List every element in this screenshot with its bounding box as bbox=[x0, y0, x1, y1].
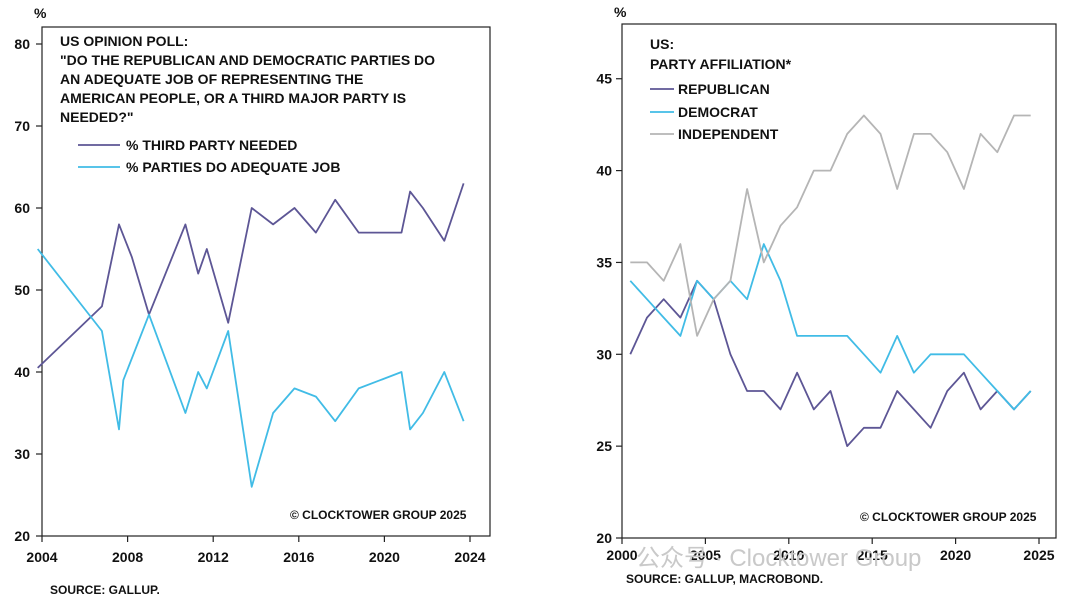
left-y-tick-label-80: 80 bbox=[14, 36, 30, 52]
left-x-tick-label-2008: 2008 bbox=[112, 549, 143, 565]
left-title-line-3: AN ADEQUATE JOB OF REPRESENTING THE bbox=[60, 71, 363, 87]
legend-label-independent: INDEPENDENT bbox=[678, 126, 779, 142]
left-y-tick-label-40: 40 bbox=[14, 364, 30, 380]
right-y-tick-label-40: 40 bbox=[596, 163, 612, 179]
right-x-tick-label-2015: 2015 bbox=[857, 547, 888, 563]
left-series-line-parties-do-adequate-job bbox=[36, 248, 465, 488]
left-series-line-third-party-needed bbox=[37, 183, 465, 369]
right-title: US: PARTY AFFILIATION* bbox=[650, 36, 792, 72]
watermark: 公众号 · Clocktower Group bbox=[636, 545, 921, 572]
left-axes: 2004 2008 2012 2016 2020 2024 20 30 40 50 60 70 80 bbox=[14, 36, 485, 565]
right-x-tick-label-2005: 2005 bbox=[690, 547, 721, 563]
left-copyright: © CLOCKTOWER GROUP 2025 bbox=[290, 508, 467, 522]
right-series-lines bbox=[629, 114, 1032, 448]
left-title: US OPINION POLL: "DO THE REPUBLICAN AND … bbox=[60, 33, 435, 125]
legend-label-adequate-job: % PARTIES DO ADEQUATE JOB bbox=[126, 159, 340, 175]
right-x-tick-label-2025: 2025 bbox=[1023, 547, 1054, 563]
left-title-line-4: AMERICAN PEOPLE, OR A THIRD MAJOR PARTY … bbox=[60, 90, 406, 106]
left-x-tick-label-2024: 2024 bbox=[454, 549, 485, 565]
right-x-tick-label-2010: 2010 bbox=[773, 547, 804, 563]
right-legend: REPUBLICAN DEMOCRAT INDEPENDENT bbox=[650, 81, 779, 142]
left-y-tick-label-20: 20 bbox=[14, 528, 30, 544]
right-unit-label: % bbox=[614, 4, 627, 20]
left-y-tick-label-30: 30 bbox=[14, 446, 30, 462]
left-title-line-5: NEEDED?" bbox=[60, 109, 134, 125]
right-title-line-1: US: bbox=[650, 36, 674, 52]
right-series-line-independent bbox=[630, 114, 1031, 337]
left-y-tick-label-60: 60 bbox=[14, 200, 30, 216]
left-legend: % THIRD PARTY NEEDED % PARTIES DO ADEQUA… bbox=[78, 137, 340, 175]
left-source: SOURCE: GALLUP. bbox=[50, 583, 160, 597]
legend-label-democrat: DEMOCRAT bbox=[678, 104, 758, 120]
right-title-line-2: PARTY AFFILIATION* bbox=[650, 56, 792, 72]
left-x-tick-label-2016: 2016 bbox=[283, 549, 314, 565]
right-y-tick-label-30: 30 bbox=[596, 346, 612, 362]
right-y-tick-label-45: 45 bbox=[596, 71, 612, 87]
legend-label-republican: REPUBLICAN bbox=[678, 81, 770, 97]
left-y-tick-label-70: 70 bbox=[14, 118, 30, 134]
left-y-tick-label-50: 50 bbox=[14, 282, 30, 298]
right-plot-frame bbox=[621, 23, 1057, 539]
left-title-line-1: US OPINION POLL: bbox=[60, 33, 188, 49]
right-y-tick-label-35: 35 bbox=[596, 254, 612, 270]
right-y-tick-label-20: 20 bbox=[596, 530, 612, 546]
right-y-tick-label-25: 25 bbox=[596, 438, 612, 454]
left-title-line-2: "DO THE REPUBLICAN AND DEMOCRATIC PARTIE… bbox=[60, 52, 435, 68]
right-x-tick-label-2000: 2000 bbox=[606, 547, 637, 563]
left-x-tick-label-2012: 2012 bbox=[198, 549, 229, 565]
left-x-tick-label-2020: 2020 bbox=[369, 549, 400, 565]
left-series-lines bbox=[36, 183, 465, 488]
legend-label-third-party: % THIRD PARTY NEEDED bbox=[126, 137, 297, 153]
left-chart: % 2004 2008 2012 2016 2020 2024 20 30 40 50 60 70 80… bbox=[14, 5, 491, 597]
right-x-tick-label-2020: 2020 bbox=[940, 547, 971, 563]
right-series-line-democrat bbox=[629, 243, 1032, 411]
left-x-tick-label-2004: 2004 bbox=[26, 549, 57, 565]
right-copyright: © CLOCKTOWER GROUP 2025 bbox=[860, 510, 1037, 524]
left-unit-label: % bbox=[34, 5, 47, 21]
left-plot-frame bbox=[41, 26, 491, 537]
right-source: SOURCE: GALLUP, MACROBOND. bbox=[626, 572, 823, 586]
